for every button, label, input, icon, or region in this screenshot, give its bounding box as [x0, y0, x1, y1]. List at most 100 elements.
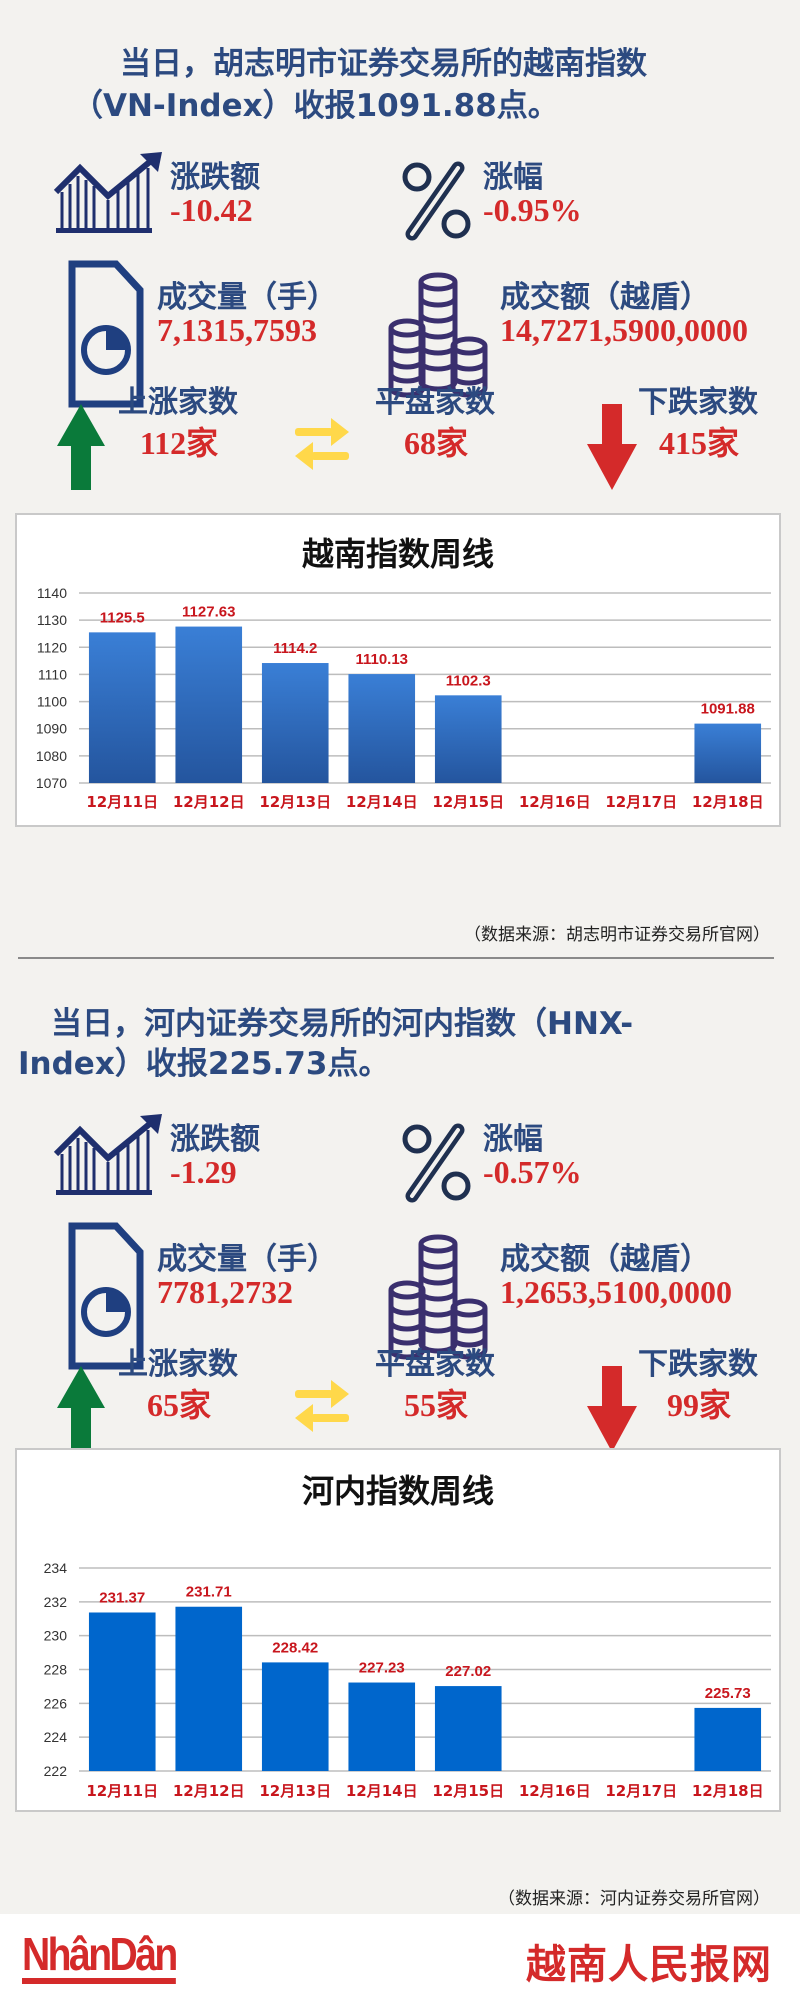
y-tick-label: 226: [44, 1695, 68, 1711]
y-tick-label: 1140: [37, 585, 67, 601]
data-label: 1127.63: [182, 604, 235, 621]
x-tick-label: 12月14日: [346, 1782, 418, 1800]
y-tick-label: 232: [44, 1594, 68, 1610]
y-tick-label: 1090: [36, 721, 67, 737]
change-value: -1.29: [170, 1154, 237, 1190]
data-label: 1114.2: [273, 640, 317, 657]
y-tick-label: 234: [44, 1560, 68, 1576]
volume-value: 7781,2732: [157, 1274, 293, 1310]
data-label: 227.02: [445, 1663, 491, 1680]
turnover-label: 成交额（越盾）: [500, 1242, 710, 1277]
arrow-up-icon: [55, 402, 107, 496]
bar: [88, 632, 156, 783]
data-label: 225.73: [705, 1685, 751, 1702]
x-tick-label: 12月17日: [605, 1782, 677, 1800]
data-label: 231.37: [99, 1589, 145, 1606]
document-chart-icon: [68, 1222, 144, 1374]
up-count-label: 上涨家数: [118, 385, 238, 420]
bar: [261, 663, 329, 783]
bar: [175, 1606, 243, 1771]
change-label: 涨跌额: [170, 1122, 260, 1157]
change-label: 涨跌额: [170, 160, 260, 195]
vn-index-weekly-chart: 越南指数周线 1070 1080 1090 1100 1110 1120 1130 1140 11…: [15, 513, 781, 827]
percent-icon: [400, 1122, 472, 1208]
bar: [694, 1707, 762, 1771]
brand-cn-logo: 越南人民报网: [526, 1942, 772, 1988]
y-tick-label: 1070: [36, 775, 67, 791]
coins-icon: [388, 1232, 488, 1366]
x-tick-label: 12月13日: [259, 793, 331, 811]
x-tick-label: 12月17日: [605, 793, 677, 811]
data-label: 1102.3: [446, 672, 491, 689]
up-count-label: 上涨家数: [118, 1347, 238, 1382]
data-label: 231.71: [186, 1584, 232, 1601]
bar: [348, 674, 416, 783]
x-tick-label: 12月14日: [346, 793, 418, 811]
arrow-up-icon: [55, 1364, 107, 1458]
arrow-down-icon: [585, 1364, 639, 1458]
pct-value: -0.95%: [483, 192, 582, 228]
headline-line1: 当日，河内证券交易所的河内指数（HNX-: [51, 1006, 634, 1042]
bar: [694, 723, 762, 783]
x-tick-label: 12月16日: [519, 1782, 591, 1800]
document-chart-icon: [68, 260, 144, 412]
volume-label: 成交量（手）: [157, 280, 337, 315]
bar: [175, 626, 243, 783]
x-tick-label: 12月15日: [432, 793, 504, 811]
turnover-value: 14,7271,5900,0000: [500, 312, 748, 348]
bar: [88, 1612, 156, 1771]
flat-count-label: 平盘家数: [375, 1347, 495, 1382]
y-tick-label: 222: [44, 1763, 68, 1779]
y-tick-label: 230: [44, 1628, 68, 1644]
y-tick-label: 1100: [37, 694, 67, 710]
arrow-down-icon: [585, 402, 639, 496]
x-tick-label: 12月15日: [432, 1782, 504, 1800]
chart-title: 越南指数周线: [302, 535, 494, 573]
headline-line1: 当日，胡志明市证券交易所的越南指数: [120, 46, 647, 82]
x-tick-label: 12月12日: [173, 1782, 245, 1800]
swap-arrows-icon: [293, 414, 351, 476]
nhandan-logo: NhânDân: [22, 1930, 178, 1984]
down-count-value: 99家: [666, 1387, 731, 1423]
y-tick-label: 1110: [38, 666, 67, 682]
volume-value: 7,1315,7593: [157, 312, 317, 348]
pct-label: 涨幅: [483, 1122, 543, 1157]
pct-label: 涨幅: [483, 160, 543, 195]
section-divider: [18, 957, 774, 959]
flat-count-value: 55家: [403, 1387, 468, 1423]
y-tick-label: 1120: [37, 639, 67, 655]
flat-count-value: 68家: [403, 425, 468, 461]
turnover-label: 成交额（越盾）: [500, 280, 710, 315]
turnover-value: 1,2653,5100,0000: [500, 1274, 732, 1310]
x-tick-label: 12月18日: [692, 1782, 764, 1800]
y-tick-label: 1080: [36, 748, 67, 764]
y-tick-label: 1130: [37, 612, 67, 628]
data-label: 1091.88: [701, 701, 755, 718]
bar: [434, 1686, 502, 1771]
bar: [434, 695, 502, 783]
footer: NhânDân 越南人民报网: [0, 1914, 800, 2000]
data-label: 228.42: [272, 1639, 318, 1656]
x-tick-label: 12月11日: [86, 1782, 158, 1800]
hnx-index-weekly-chart: 河内指数周线 222 224 226 228 230 232 234 231.37 12月11日 2…: [15, 1448, 781, 1812]
up-count-value: 65家: [146, 1387, 211, 1423]
down-count-value: 415家: [658, 425, 739, 461]
down-count-label: 下跌家数: [638, 385, 758, 420]
trend-chart-icon: [52, 1114, 164, 1200]
flat-count-label: 平盘家数: [375, 385, 495, 420]
data-label: 227.23: [359, 1660, 405, 1677]
y-tick-label: 224: [44, 1729, 68, 1745]
trend-chart-icon: [52, 152, 164, 238]
headline-line2: （VN-Index）收报1091.88点。: [72, 88, 559, 124]
pct-value: -0.57%: [483, 1154, 582, 1190]
x-tick-label: 12月13日: [259, 1782, 331, 1800]
coins-icon: [388, 270, 488, 404]
y-tick-label: 228: [44, 1662, 68, 1678]
bar: [348, 1682, 416, 1771]
swap-arrows-icon: [293, 1376, 351, 1438]
chart-title: 河内指数周线: [302, 1472, 494, 1510]
x-tick-label: 12月12日: [173, 793, 245, 811]
data-source: （数据来源：河内证券交易所官网）: [498, 1889, 770, 1909]
data-source: （数据来源：胡志明市证券交易所官网）: [464, 925, 770, 945]
x-tick-label: 12月18日: [692, 793, 764, 811]
